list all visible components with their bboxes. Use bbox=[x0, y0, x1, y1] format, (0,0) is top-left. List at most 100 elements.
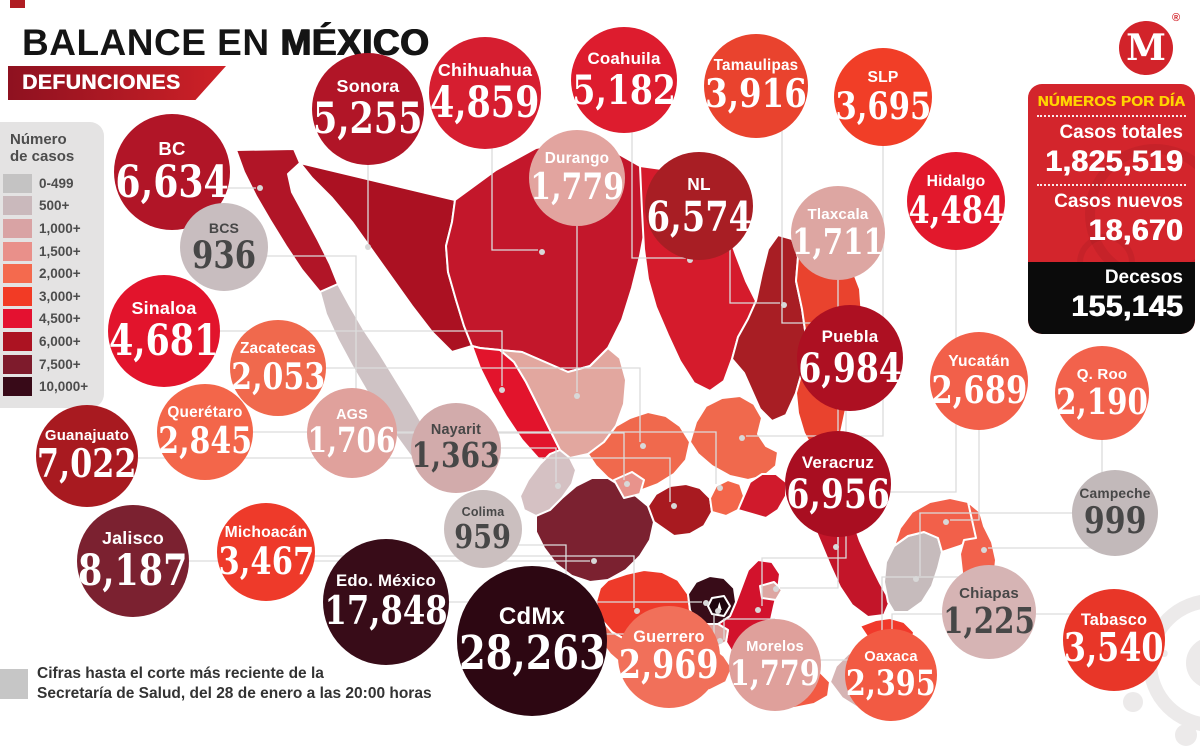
state-bubble-name: Chiapas bbox=[959, 584, 1019, 602]
state-bubble-veracruz: Veracruz 6,956 bbox=[785, 431, 891, 537]
stat-value: 18,670 bbox=[1088, 214, 1183, 247]
state-bubble-name: Sinaloa bbox=[131, 298, 197, 319]
footnote-marker bbox=[0, 669, 28, 699]
state-bubble-deaths: 999 bbox=[1083, 499, 1147, 543]
state-bubble-name: Guanajuato bbox=[44, 426, 130, 444]
state-bubble-sinaloa: Sinaloa 4,681 bbox=[108, 275, 220, 387]
stat-deaths: Decesos 155,145 bbox=[1028, 262, 1195, 334]
state-bubble-campeche: Campeche 999 bbox=[1072, 470, 1158, 556]
page-title: BALANCE EN MÉXICO bbox=[22, 22, 429, 64]
legend-row: 1,500+ bbox=[0, 240, 104, 263]
legend-color-swatch bbox=[3, 286, 32, 306]
state-bubble-deaths: 17,848 bbox=[324, 588, 448, 635]
state-bubble-tabasco: Tabasco 3,540 bbox=[1063, 589, 1165, 691]
state-bubble-deaths: 1,779 bbox=[530, 164, 624, 208]
state-bubble-deaths: 2,845 bbox=[158, 418, 252, 462]
cdmx-angel-icon bbox=[717, 602, 722, 610]
state-bubble-deaths: 2,969 bbox=[619, 643, 719, 689]
state-shape-campeche bbox=[883, 531, 943, 613]
legend-color-swatch bbox=[3, 218, 32, 238]
state-bubble-name: Campeche bbox=[1079, 486, 1151, 502]
state-shape-hidalgo bbox=[737, 473, 787, 519]
legend-row: 1,000+ bbox=[0, 217, 104, 240]
state-bubble-chihuahua: Chihuahua 4,859 bbox=[429, 37, 541, 149]
legend-row: 7,500+ bbox=[0, 353, 104, 376]
state-bubble-tamaulipas: Tamaulipas 3,916 bbox=[704, 34, 808, 138]
legend-row: 10,000+ bbox=[0, 375, 104, 398]
dotted-divider bbox=[1037, 115, 1186, 117]
state-bubble-deaths: 5,182 bbox=[572, 65, 676, 114]
state-bubble-chiapas: Chiapas 1,225 bbox=[942, 565, 1036, 659]
stat-value: 1,825,519 bbox=[1045, 145, 1183, 178]
state-bubble-name: Veracruz bbox=[801, 452, 875, 472]
state-bubble-deaths: 1,363 bbox=[412, 436, 500, 477]
stat-total-cases: Casos totales 1,825,519 bbox=[1028, 122, 1195, 179]
state-bubble-name: CdMx bbox=[498, 603, 566, 631]
state-bubble-deaths: 1,706 bbox=[308, 421, 396, 462]
state-bubble-name: Puebla bbox=[821, 326, 879, 346]
state-bubble-deaths: 4,681 bbox=[109, 316, 219, 367]
state-bubble-name: Chihuahua bbox=[437, 60, 533, 81]
state-bubble-name: Jalisco bbox=[101, 528, 165, 549]
legend-range-label: 3,000+ bbox=[39, 288, 81, 304]
legend-color-swatch bbox=[3, 377, 32, 397]
legend-row: 6,000+ bbox=[0, 330, 104, 353]
daily-panel-title: NÚMEROS POR DÍA bbox=[1037, 93, 1186, 110]
legend-color-swatch bbox=[3, 309, 32, 329]
state-bubble-name: BCS bbox=[208, 219, 240, 236]
state-bubble-name: Edo. México bbox=[335, 571, 437, 591]
state-bubble-deaths: 2,053 bbox=[231, 354, 325, 398]
state-bubble-deaths: 4,859 bbox=[430, 78, 540, 129]
state-bubble-deaths: 6,634 bbox=[115, 156, 229, 208]
state-bubble-name: Sonora bbox=[336, 76, 400, 97]
state-bubble-cdmx: CdMx 28,263 bbox=[457, 566, 607, 716]
state-bubble-name: Tamaulipas bbox=[713, 57, 799, 75]
state-bubble-deaths: 28,263 bbox=[458, 626, 606, 682]
legend-range-label: 4,500+ bbox=[39, 311, 81, 327]
footnote: Cifras hasta el corte más reciente de la… bbox=[0, 664, 432, 703]
state-bubble-q-roo: Q. Roo 2,190 bbox=[1055, 346, 1149, 440]
state-bubble-name: Durango bbox=[544, 150, 610, 168]
state-bubble-bcs: BCS 936 bbox=[180, 203, 268, 291]
state-bubble-zacatecas: Zacatecas 2,053 bbox=[230, 320, 326, 416]
leader-dots bbox=[257, 185, 987, 690]
legend-color-swatch bbox=[3, 196, 32, 216]
state-bubble-colima: Colima 959 bbox=[444, 490, 522, 568]
state-bubble-deaths: 1,711 bbox=[792, 221, 884, 264]
state-bubble-name: Yucatán bbox=[948, 352, 1010, 370]
registered-trademark-icon: ® bbox=[1172, 12, 1181, 24]
legend-range-label: 7,500+ bbox=[39, 356, 81, 372]
defunciones-banner: DEFUNCIONES bbox=[8, 66, 226, 100]
state-bubble-coahuila: Coahuila 5,182 bbox=[571, 27, 677, 133]
state-bubble-name: Michoacán bbox=[224, 523, 308, 541]
page-title-regular: BALANCE EN bbox=[22, 22, 281, 63]
legend-color-swatch bbox=[3, 241, 32, 261]
legend-range-label: 1,500+ bbox=[39, 243, 81, 259]
state-bubble-deaths: 959 bbox=[454, 517, 512, 556]
state-bubble-guanajuato: Guanajuato 7,022 bbox=[36, 405, 138, 507]
state-bubble-name: AGS bbox=[336, 407, 368, 424]
legend-range-label: 10,000+ bbox=[39, 379, 89, 395]
stat-new-cases: Casos nuevos 18,670 bbox=[1028, 191, 1195, 248]
state-bubble-name: Oaxaca bbox=[864, 648, 918, 665]
state-bubble-deaths: 3,916 bbox=[705, 71, 807, 118]
state-bubble-ags: AGS 1,706 bbox=[307, 388, 397, 478]
state-bubble-name: Nayarit bbox=[430, 422, 482, 439]
state-bubble-michoac-n: Michoacán 3,467 bbox=[217, 503, 315, 601]
state-bubble-deaths: 6,956 bbox=[786, 469, 890, 518]
state-bubble-name: Coahuila bbox=[587, 48, 661, 68]
state-bubble-name: Hidalgo bbox=[926, 172, 986, 190]
state-bubble-morelos: Morelos 1,779 bbox=[729, 619, 821, 711]
state-bubble-name: BC bbox=[158, 138, 186, 160]
state-bubble-guerrero: Guerrero 2,969 bbox=[618, 606, 720, 708]
state-bubble-durango: Durango 1,779 bbox=[529, 130, 625, 226]
stat-label: Casos totales bbox=[1059, 122, 1183, 143]
legend-row: 3,000+ bbox=[0, 285, 104, 308]
footnote-line-1: Cifras hasta el corte más reciente de la bbox=[37, 665, 324, 682]
state-bubble-oaxaca: Oaxaca 2,395 bbox=[845, 629, 937, 721]
corner-accent-mark bbox=[10, 0, 25, 8]
legend-color-swatch bbox=[3, 264, 32, 284]
state-bubble-nayarit: Nayarit 1,363 bbox=[411, 403, 501, 493]
state-shape-guanajuato bbox=[647, 483, 713, 537]
